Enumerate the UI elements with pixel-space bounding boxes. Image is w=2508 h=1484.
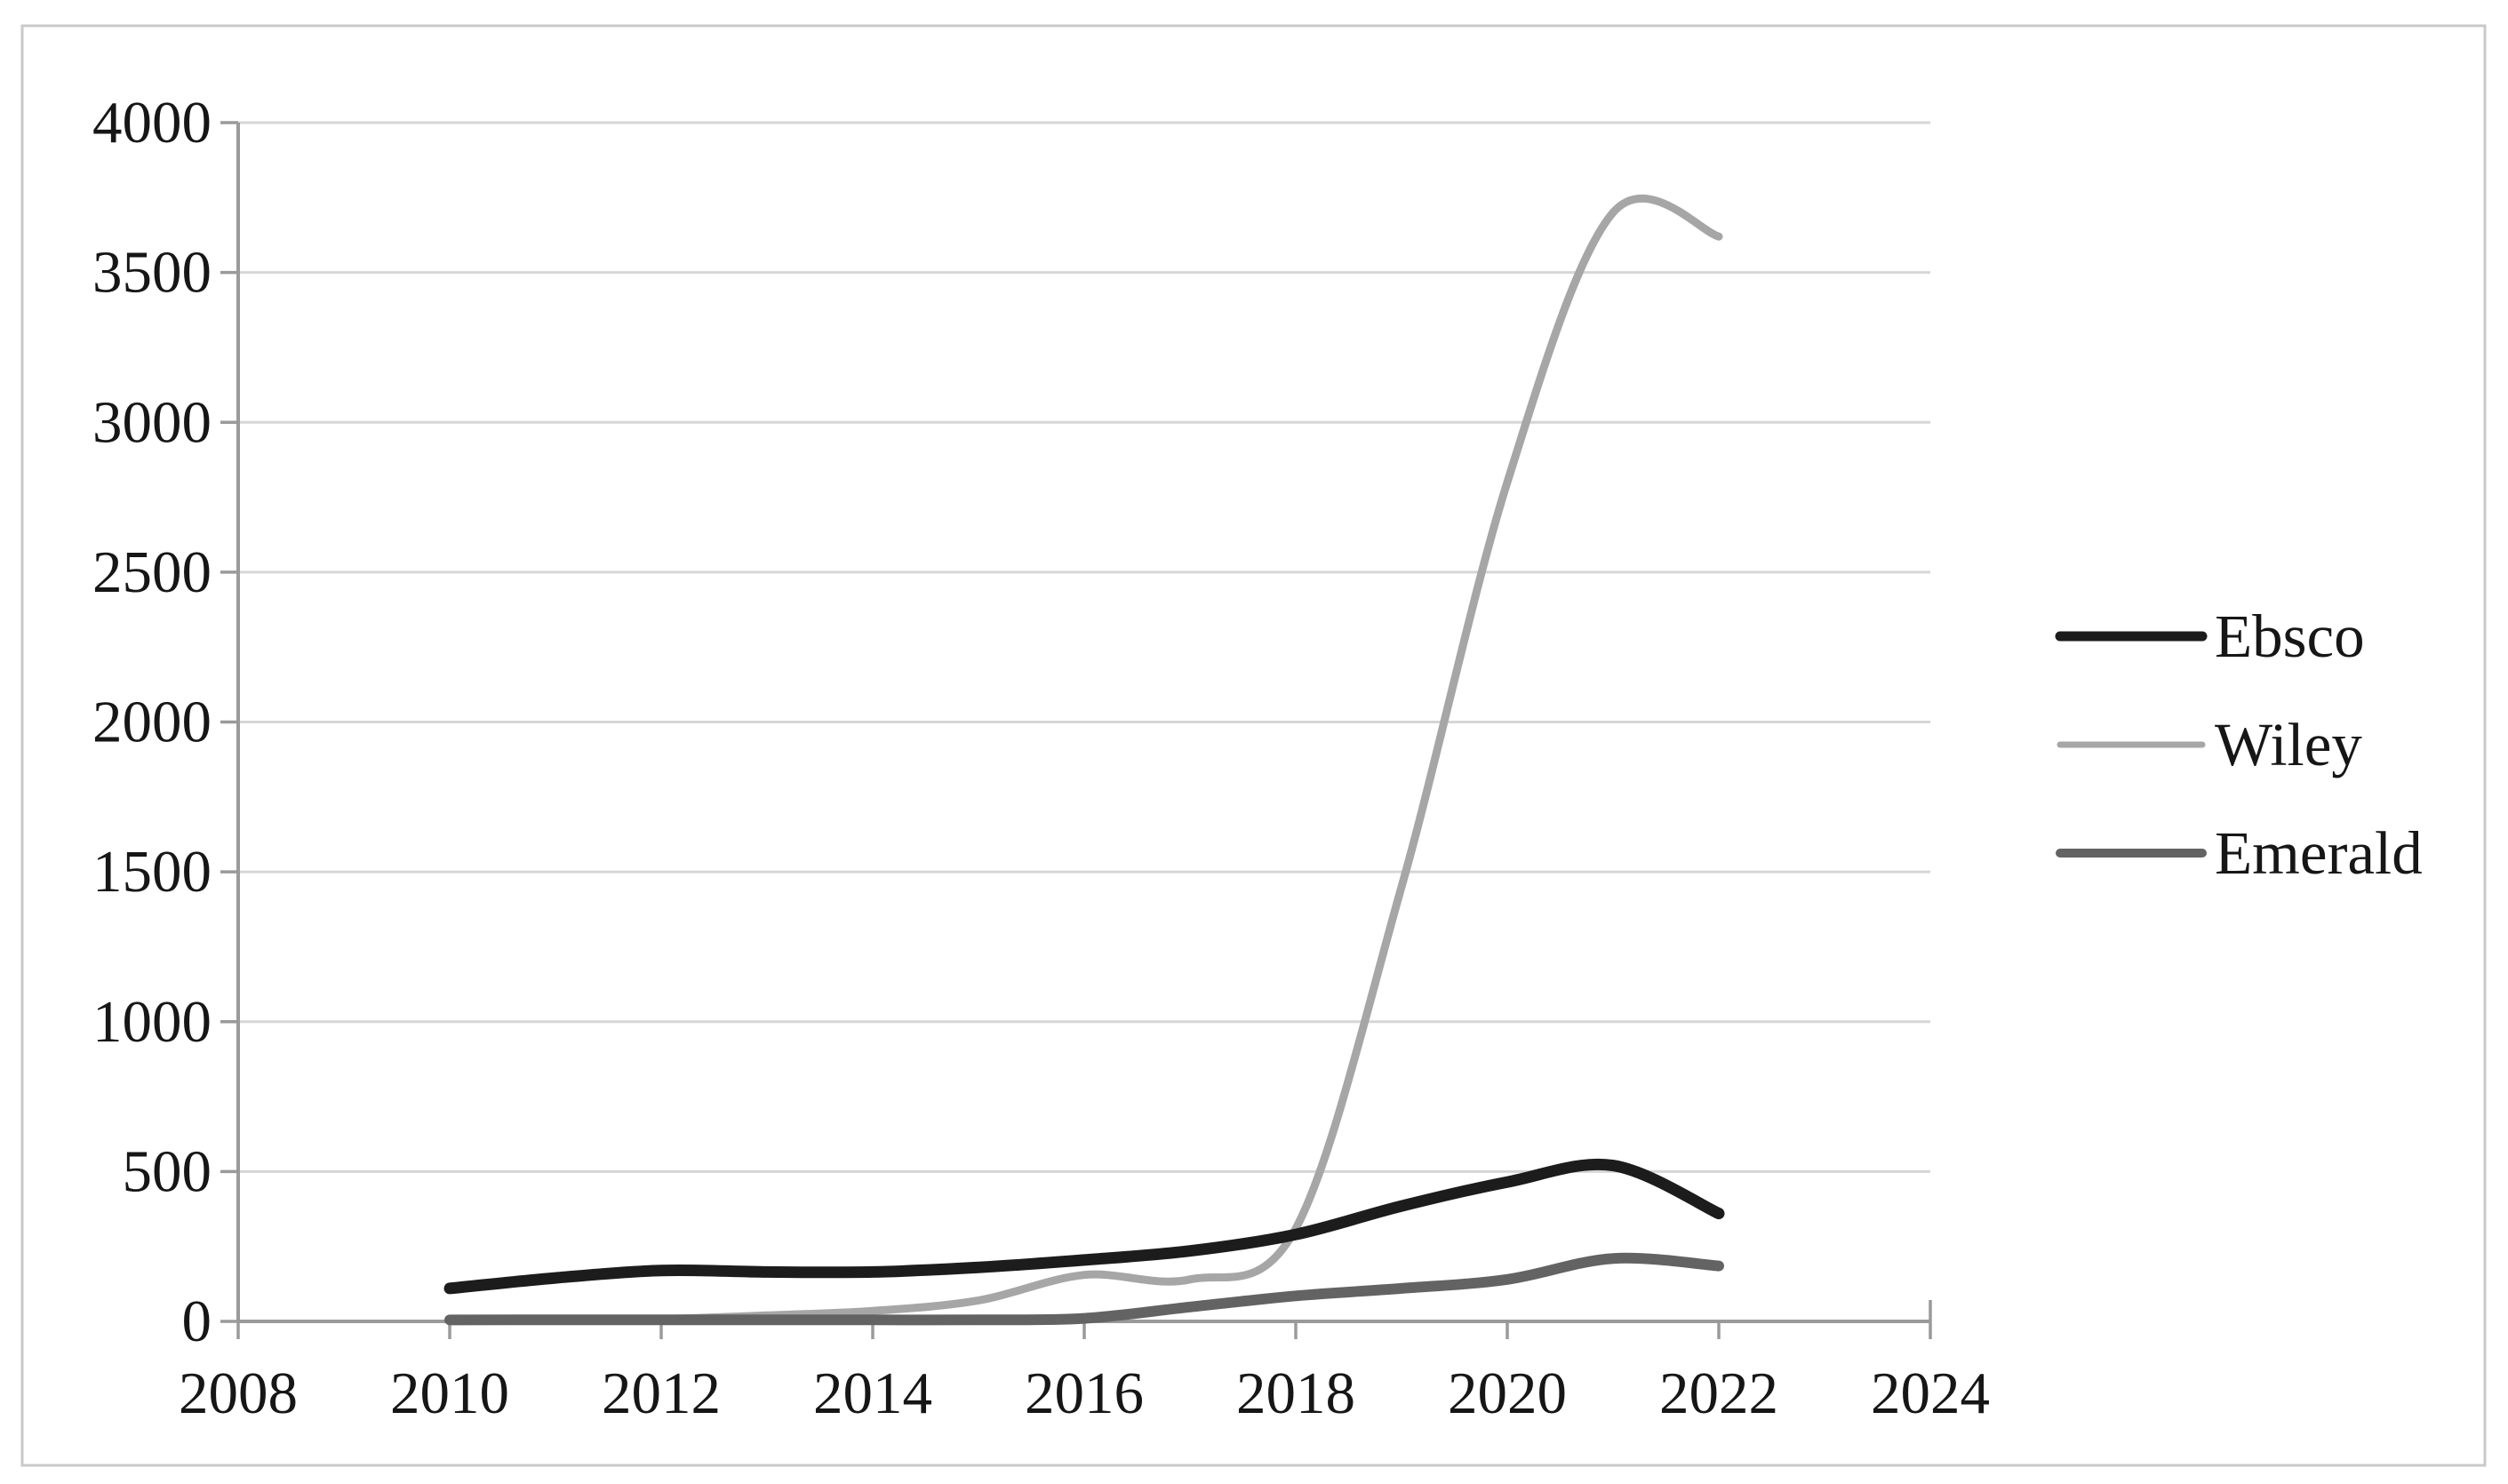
- legend: Ebsco Wiley Emerald: [2055, 602, 2423, 887]
- y-tick-label-3500: 3500: [92, 240, 212, 306]
- y-tick-label-2500: 2500: [92, 539, 212, 605]
- x-tick-label-2014: 2014: [813, 1360, 932, 1426]
- legend-item-wiley: Wiley: [2057, 711, 2362, 778]
- series-line-ebsco: [443, 1158, 1725, 1295]
- x-tick-label-2018: 2018: [1236, 1360, 1355, 1426]
- series-lines-group: [443, 195, 1725, 1326]
- series-line-emerald: [444, 1252, 1724, 1326]
- x-tick-label-2008: 2008: [179, 1360, 298, 1426]
- x-tick-labels: 2008 2010 2012 2014 2016 2018 2020 2022 2024: [179, 1360, 1990, 1426]
- y-tick-label-500: 500: [123, 1138, 212, 1204]
- x-tick-label-2016: 2016: [1025, 1360, 1144, 1426]
- legend-item-emerald: Emerald: [2056, 819, 2423, 887]
- legend-label-emerald: Emerald: [2215, 819, 2423, 887]
- x-tick-label-2012: 2012: [602, 1360, 721, 1426]
- y-tick-label-4000: 4000: [92, 90, 212, 156]
- y-tick-label-1000: 1000: [92, 989, 212, 1055]
- legend-item-ebsco: Ebsco: [2055, 602, 2365, 670]
- y-tick-label-2000: 2000: [92, 690, 212, 755]
- legend-label-ebsco: Ebsco: [2215, 602, 2365, 670]
- x-tick-label-2010: 2010: [390, 1360, 509, 1426]
- legend-label-wiley: Wiley: [2215, 711, 2362, 778]
- x-tick-label-2022: 2022: [1659, 1360, 1778, 1426]
- x-tick-label-2020: 2020: [1448, 1360, 1567, 1426]
- x-tick-label-2024: 2024: [1871, 1360, 1990, 1426]
- y-tick-labels: 0 500 1000 1500 2000 2500 3000 3500 4000: [92, 90, 212, 1354]
- y-tick-label-3000: 3000: [92, 389, 212, 455]
- y-tick-label-0: 0: [182, 1289, 212, 1354]
- y-tick-label-1500: 1500: [92, 839, 212, 905]
